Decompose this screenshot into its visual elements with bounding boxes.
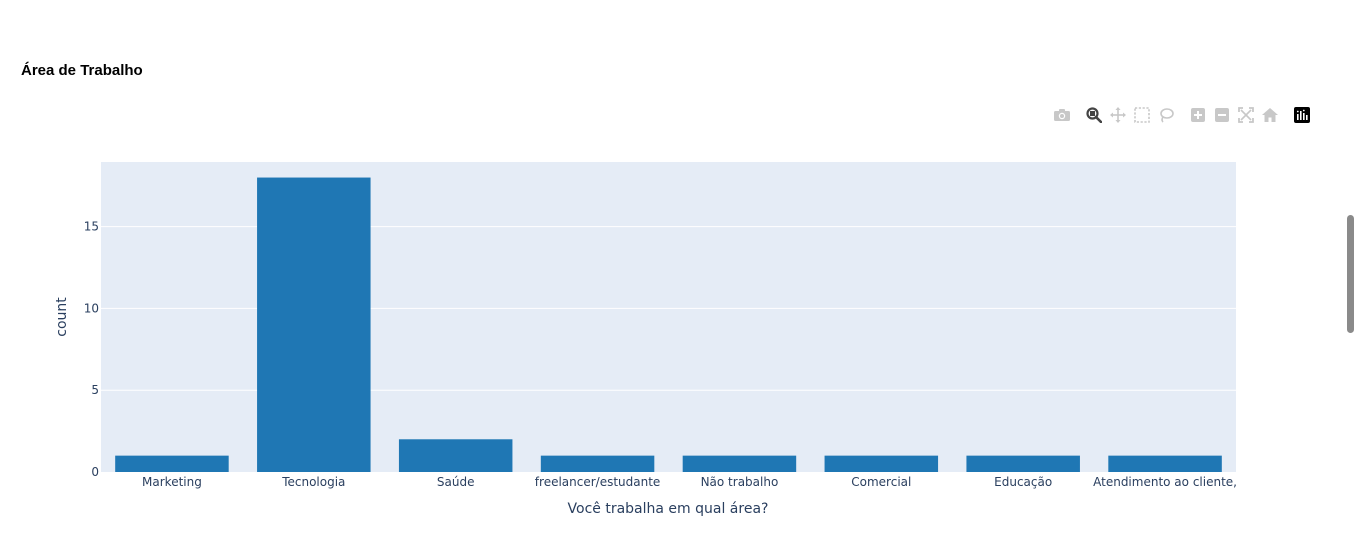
- y-tick-label: 5: [91, 383, 99, 397]
- bar[interactable]: [257, 177, 371, 472]
- box-select-icon: [1134, 107, 1150, 123]
- x-tick-label: Marketing: [142, 475, 202, 489]
- zoom-in-button[interactable]: [1186, 104, 1210, 126]
- box-select-button[interactable]: [1130, 104, 1154, 126]
- autoscale-icon: [1238, 107, 1254, 123]
- autoscale-button[interactable]: [1234, 104, 1258, 126]
- x-tick-label: Atendimento ao cliente,: [1093, 475, 1237, 489]
- modebar: [1050, 104, 1314, 126]
- bar[interactable]: [824, 455, 939, 472]
- home-icon: [1262, 108, 1278, 122]
- pan-button[interactable]: [1106, 104, 1130, 126]
- zoom-icon: [1086, 107, 1102, 123]
- x-axis-title: Você trabalha em qual área?: [568, 501, 769, 517]
- plotly-logo-button[interactable]: [1290, 104, 1314, 126]
- zoom-out-icon: [1215, 108, 1229, 122]
- pan-icon: [1110, 107, 1126, 123]
- y-tick-label: 0: [91, 465, 99, 479]
- bar[interactable]: [1108, 455, 1222, 472]
- section-title: Área de Trabalho: [21, 62, 143, 79]
- download-plot-button[interactable]: [1050, 104, 1074, 126]
- x-tick-label: Educação: [994, 475, 1052, 489]
- bar[interactable]: [966, 455, 1080, 472]
- x-tick-label: Não trabalho: [701, 475, 779, 489]
- x-tick-label: Tecnologia: [281, 475, 345, 489]
- y-tick-label: 15: [84, 220, 99, 234]
- bar[interactable]: [682, 455, 797, 472]
- y-axis-title: count: [54, 297, 70, 337]
- x-tick-label: Comercial: [851, 475, 911, 489]
- bar[interactable]: [398, 439, 513, 472]
- reset-axes-button[interactable]: [1258, 104, 1282, 126]
- y-tick-label: 10: [84, 301, 99, 315]
- zoom-in-icon: [1191, 108, 1205, 122]
- x-tick-label: freelancer/estudante: [535, 475, 661, 489]
- lasso-icon: [1160, 108, 1174, 123]
- camera-icon: [1054, 109, 1070, 121]
- scrollbar-thumb[interactable]: [1347, 215, 1354, 333]
- bar[interactable]: [540, 455, 655, 472]
- plotly-logo-icon: [1294, 107, 1310, 123]
- y-tick-labels: 0 5 10 15: [84, 220, 99, 479]
- lasso-select-button[interactable]: [1154, 104, 1178, 126]
- bar[interactable]: [115, 455, 229, 472]
- x-tick-labels: Marketing Tecnologia Saúde freelancer/estud…: [142, 475, 1237, 489]
- zoom-out-button[interactable]: [1210, 104, 1234, 126]
- bars: [115, 177, 1222, 472]
- x-tick-label: Saúde: [437, 475, 475, 489]
- zoom-button[interactable]: [1082, 104, 1106, 126]
